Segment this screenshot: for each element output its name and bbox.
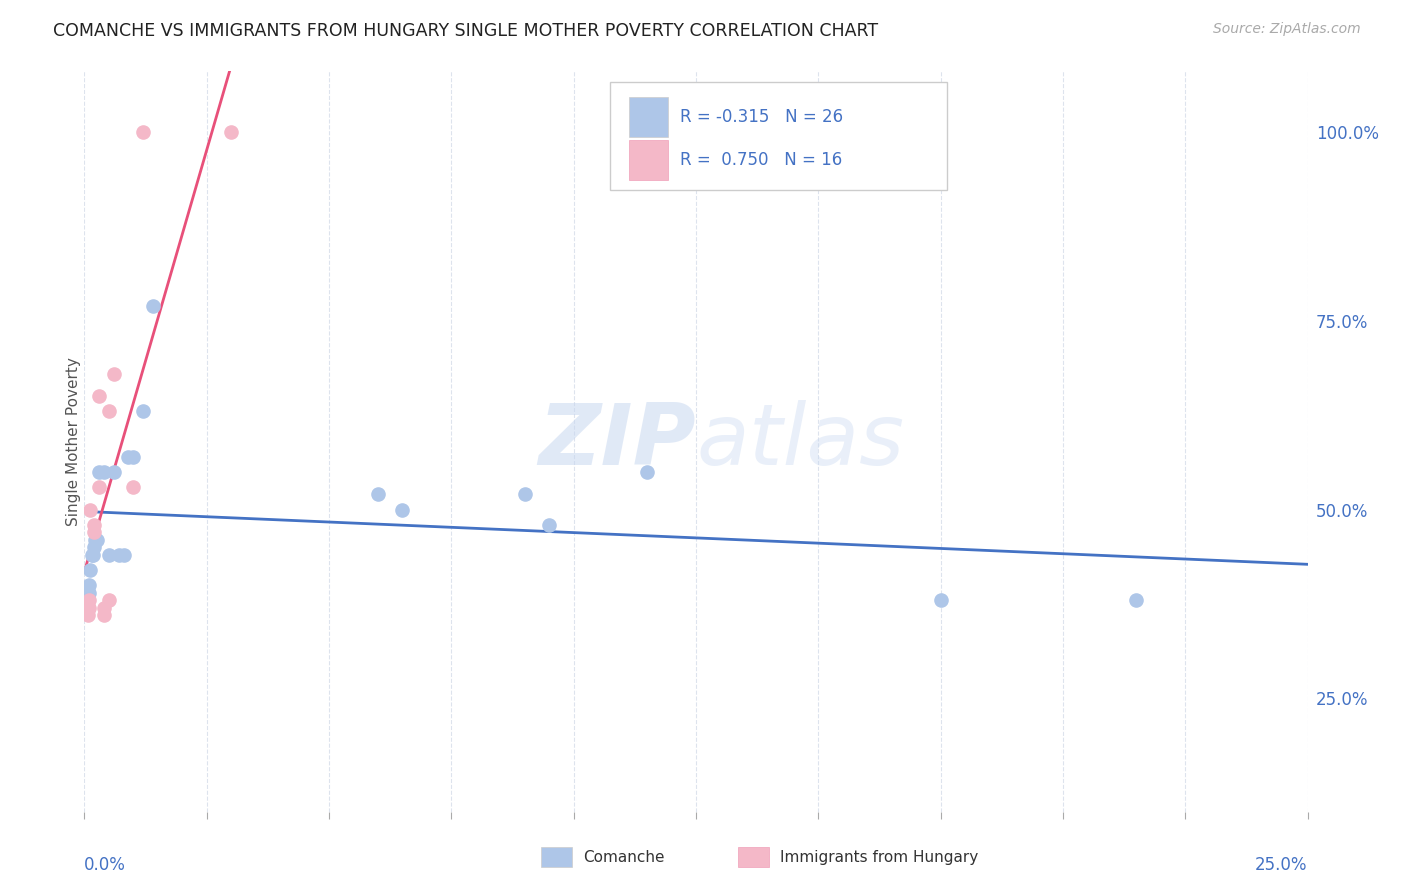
Point (97, 548, 120, 562)
Point (77, 600, 100, 615)
Point (80, 548, 103, 562)
Point (77, 578, 100, 592)
Point (87, 480, 110, 494)
Text: 25.0%: 25.0% (1256, 856, 1308, 874)
Point (112, 548, 135, 562)
Point (132, 125, 155, 139)
Text: Comanche: Comanche (583, 850, 665, 864)
Point (82, 548, 104, 562)
Point (929, 593, 952, 607)
FancyBboxPatch shape (610, 82, 946, 190)
Point (87, 389, 110, 403)
Point (97, 593, 120, 607)
Point (122, 480, 145, 494)
Point (77, 585, 100, 599)
Point (117, 450, 139, 464)
Point (87, 465, 110, 479)
Point (79, 502, 101, 516)
Point (83, 525, 105, 540)
Point (83, 541, 105, 555)
Point (86, 533, 108, 547)
Text: COMANCHE VS IMMIGRANTS FROM HUNGARY SINGLE MOTHER POVERTY CORRELATION CHART: COMANCHE VS IMMIGRANTS FROM HUNGARY SING… (53, 22, 879, 40)
Point (84, 533, 107, 547)
Text: Source: ZipAtlas.com: Source: ZipAtlas.com (1213, 22, 1361, 37)
Point (636, 465, 658, 479)
Point (93, 465, 115, 479)
Point (103, 465, 125, 479)
Text: R =  0.750   N = 16: R = 0.750 N = 16 (681, 152, 842, 169)
Point (132, 404, 155, 418)
Point (93, 600, 115, 615)
Point (83, 517, 105, 532)
Point (391, 502, 413, 516)
Point (538, 517, 561, 532)
Point (103, 367, 125, 381)
Point (122, 450, 145, 464)
Text: ZIP: ZIP (538, 400, 696, 483)
Text: atlas: atlas (696, 400, 904, 483)
Point (77, 593, 100, 607)
Point (97, 404, 120, 418)
Text: Immigrants from Hungary: Immigrants from Hungary (780, 850, 979, 864)
Point (93, 608, 115, 623)
FancyBboxPatch shape (628, 140, 668, 180)
Point (513, 487, 536, 501)
Point (77, 608, 100, 623)
Text: R = -0.315   N = 26: R = -0.315 N = 26 (681, 108, 844, 127)
Point (219, 125, 242, 139)
FancyBboxPatch shape (628, 97, 668, 137)
Point (1125, 593, 1147, 607)
Point (107, 548, 129, 562)
Point (77, 593, 100, 607)
Text: 0.0%: 0.0% (84, 856, 127, 874)
Point (367, 487, 389, 501)
Point (79, 563, 101, 577)
Point (142, 299, 165, 313)
Y-axis label: Single Mother Poverty: Single Mother Poverty (66, 357, 80, 526)
